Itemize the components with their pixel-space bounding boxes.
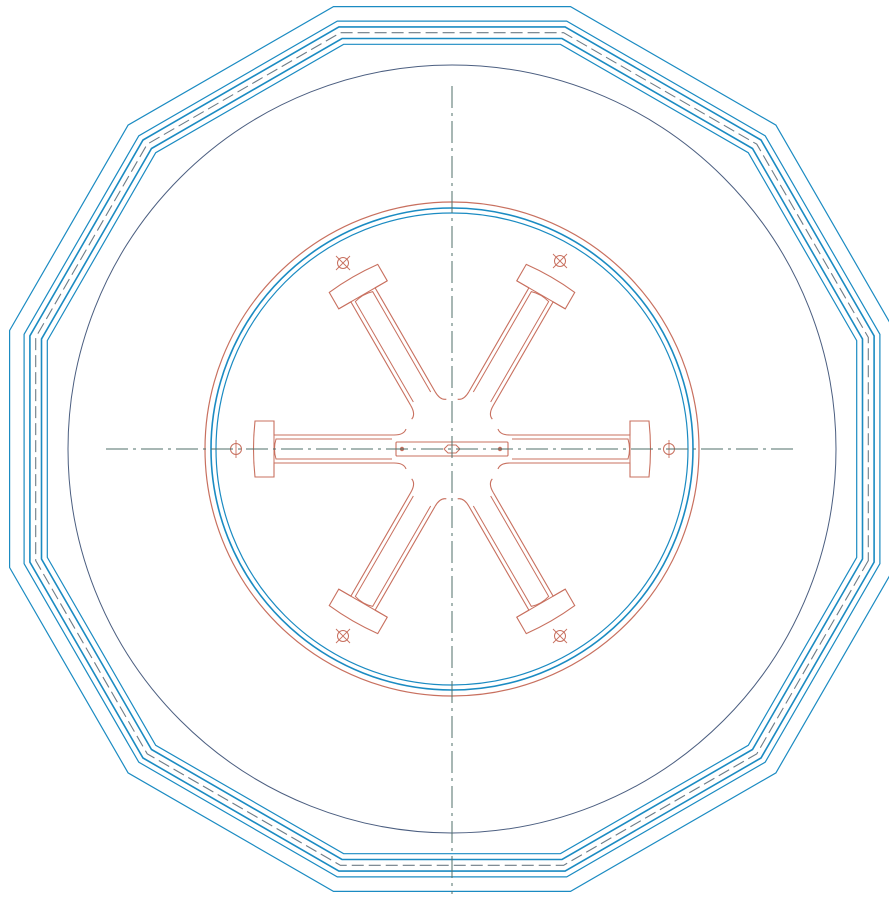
arm-inner-outline — [354, 291, 432, 403]
arm-inner-outline — [472, 495, 550, 607]
mounting-holes — [230, 253, 675, 644]
mounting-hole-1 — [335, 255, 351, 271]
shell-outline-inner — [46, 43, 858, 855]
hole-circle — [337, 257, 349, 269]
spider-arm-1 — [497, 420, 652, 478]
outer-shell-dodecagon — [9, 5, 889, 893]
arm-fillet — [393, 462, 407, 470]
hole-circle — [554, 630, 566, 642]
mounting-hole-2 — [552, 253, 568, 269]
hole-cross-b — [335, 628, 351, 644]
arm-inner-outline — [354, 495, 432, 607]
arm-cap-line — [338, 588, 388, 618]
mounting-hole-4 — [552, 628, 568, 644]
shell-outline-outer — [9, 5, 889, 893]
hole-cross-b — [335, 255, 351, 271]
arm-outline — [328, 263, 447, 407]
arm-outline — [252, 420, 407, 478]
center-lines — [106, 86, 798, 894]
arm-outline — [328, 478, 436, 635]
arm-outline — [457, 491, 576, 635]
hole-circle — [337, 630, 349, 642]
shell-outline-4 — [40, 37, 864, 861]
arm-fillet — [434, 498, 447, 507]
spider-arm-6 — [457, 478, 576, 635]
spider-arm-5 — [328, 478, 447, 635]
mounting-hole-3 — [335, 628, 351, 644]
shell-dashed-centerline — [35, 32, 869, 866]
spider-arms — [252, 263, 652, 635]
arm-cap-line — [338, 280, 388, 310]
arm-fillet — [489, 478, 494, 493]
hole-cross-b — [552, 253, 568, 269]
arm-outline — [468, 263, 576, 420]
arm-cap-line — [516, 588, 566, 618]
spider-arm-3 — [328, 263, 447, 420]
spider-arm-2 — [457, 263, 576, 420]
shell-outline-2 — [23, 20, 881, 878]
arm-fillet — [410, 405, 415, 420]
arm-fillet — [497, 428, 511, 436]
arm-outline — [497, 420, 652, 478]
arm-inner-outline — [472, 291, 550, 403]
shell-outline-3 — [29, 26, 875, 872]
hole-circle — [554, 255, 566, 267]
arm-cap-line — [516, 280, 566, 310]
arm-fillet — [457, 391, 470, 400]
hole-cross-b — [552, 628, 568, 644]
